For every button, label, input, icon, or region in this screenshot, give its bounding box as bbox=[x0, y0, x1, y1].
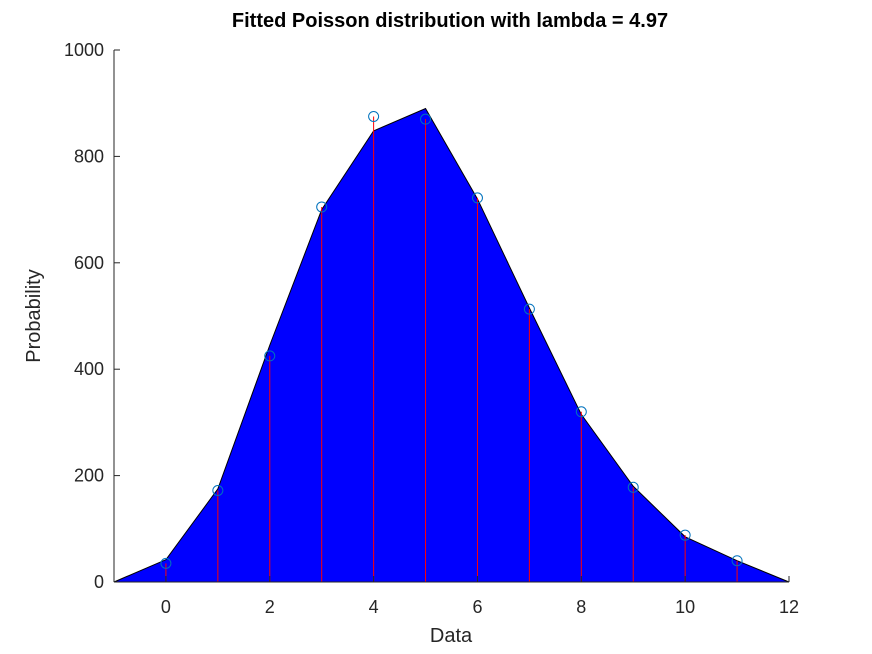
plot-area bbox=[113, 107, 790, 583]
x-tick-label: 0 bbox=[161, 597, 171, 617]
x-tick-label: 2 bbox=[265, 597, 275, 617]
y-tick-label: 1000 bbox=[64, 40, 104, 60]
y-tick-label: 200 bbox=[74, 466, 104, 486]
data-point bbox=[731, 555, 743, 567]
y-axis-label: Probability bbox=[23, 269, 45, 362]
data-point bbox=[471, 192, 483, 204]
y-tick-label: 0 bbox=[94, 572, 104, 592]
y-tick-label: 800 bbox=[74, 146, 104, 166]
data-point bbox=[575, 406, 587, 418]
x-tick-label: 12 bbox=[779, 597, 799, 617]
data-point bbox=[212, 484, 224, 496]
x-tick-label: 4 bbox=[369, 597, 379, 617]
data-point bbox=[368, 111, 380, 122]
data-point bbox=[679, 529, 691, 541]
y-tick-label: 400 bbox=[74, 359, 104, 379]
x-tick-label: 6 bbox=[472, 597, 482, 617]
data-point bbox=[160, 557, 172, 569]
data-point bbox=[523, 303, 535, 315]
axes: 0 2 4 6 8 10 12 0 200 400 600 800 1000 bbox=[64, 40, 799, 617]
x-tick-label: 10 bbox=[675, 597, 695, 617]
x-axis-label: Data bbox=[430, 625, 473, 647]
y-tick-label: 600 bbox=[74, 253, 104, 273]
x-tick-label: 8 bbox=[576, 597, 586, 617]
data-point bbox=[627, 481, 639, 493]
data-point bbox=[316, 201, 328, 213]
data-point bbox=[264, 350, 276, 362]
data-point bbox=[420, 113, 432, 125]
chart-title: Fitted Poisson distribution with lambda … bbox=[232, 10, 668, 32]
